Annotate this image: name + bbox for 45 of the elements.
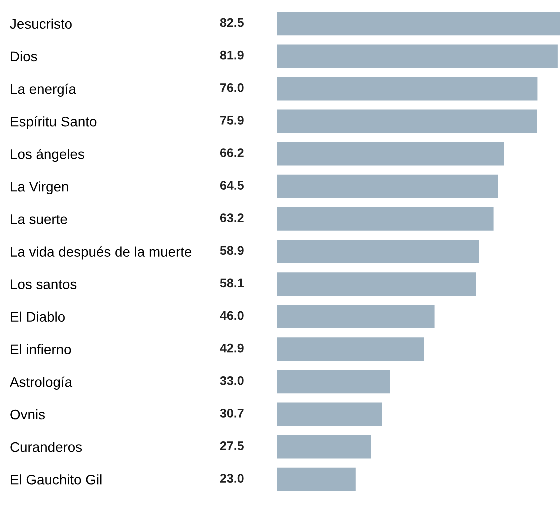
- bar: [277, 12, 560, 36]
- y-tick-label: Los ángeles: [11, 148, 84, 162]
- y-tick-label: Los santos: [11, 280, 77, 290]
- data-label: 75.9: [220, 116, 244, 125]
- y-tick-label: La Virgen: [11, 182, 68, 195]
- data-label: 58.9: [220, 246, 244, 256]
- data-label: 42.9: [220, 344, 244, 353]
- y-tick-label: El Gauchito Gil: [11, 474, 102, 485]
- y-tick-label: Ovnis: [10, 409, 45, 420]
- y-tick-label: El infierno: [11, 344, 72, 355]
- bar: [277, 44, 558, 68]
- bar: [277, 77, 538, 101]
- y-tick-label: Curanderos: [10, 442, 82, 452]
- bar: [277, 402, 382, 426]
- bar: [277, 370, 390, 394]
- bar: [277, 174, 498, 198]
- bar: [277, 110, 538, 134]
- bar: [277, 468, 356, 492]
- data-label: 46.0: [220, 311, 244, 320]
- bar: [277, 207, 494, 231]
- data-label: 23.0: [220, 474, 244, 483]
- y-tick-label: Dios: [11, 51, 38, 62]
- bar: [277, 338, 424, 362]
- bar: [277, 272, 476, 296]
- data-label: 27.5: [220, 442, 244, 450]
- bar: [277, 240, 480, 264]
- data-label: 63.2: [220, 214, 244, 223]
- bar: [277, 142, 504, 166]
- data-label: 81.9: [220, 50, 244, 60]
- y-tick-label: La suerte: [11, 214, 68, 224]
- y-tick-label: La vida después de la muerte: [11, 246, 192, 260]
- y-tick-label: Jesucristo: [10, 18, 72, 30]
- data-label: 66.2: [220, 148, 244, 158]
- y-tick-label: La energía: [11, 84, 76, 97]
- bar: [277, 305, 435, 329]
- bar: [277, 435, 372, 459]
- data-label: 82.5: [220, 18, 244, 28]
- y-tick-label: El Diablo: [11, 312, 65, 322]
- data-label: 76.0: [220, 83, 244, 92]
- data-label: 64.5: [220, 181, 244, 190]
- data-label: 58.1: [220, 278, 244, 288]
- y-tick-label: Astrología: [10, 376, 73, 390]
- y-tick-label: Espíritu Santo: [11, 116, 97, 130]
- data-label: 30.7: [220, 409, 244, 418]
- data-label: 33.0: [220, 376, 244, 386]
